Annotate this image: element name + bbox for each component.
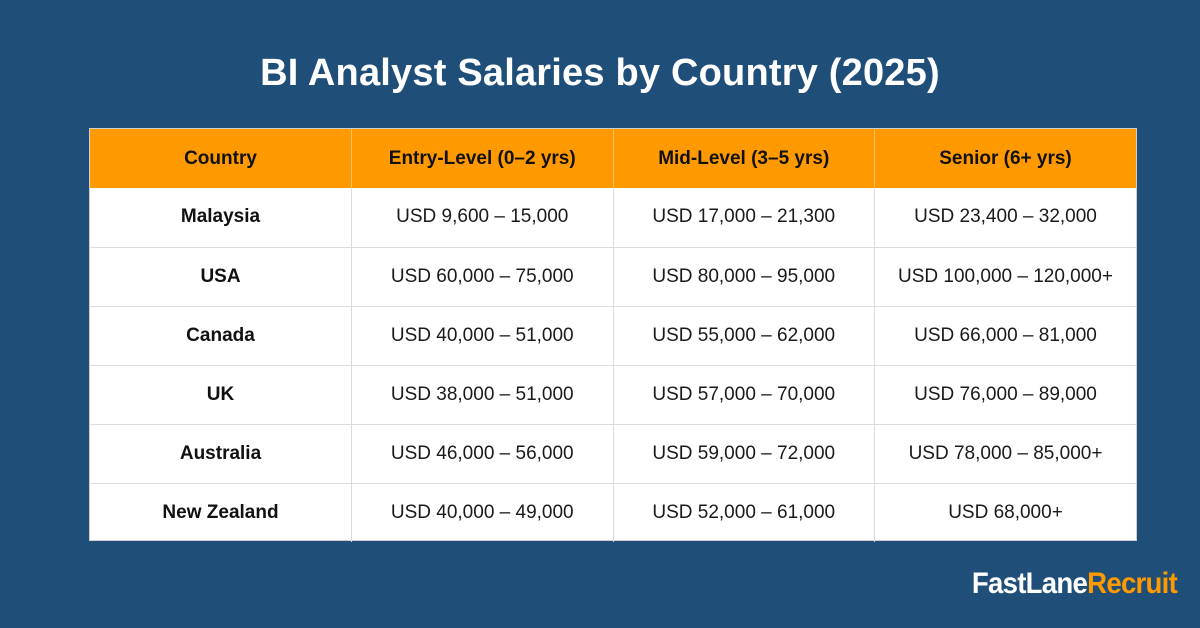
senior-salary-cell: USD 76,000 – 89,000: [874, 365, 1136, 425]
mid-salary-cell: USD 52,000 – 61,000: [613, 483, 875, 542]
table-row: New Zealand USD 40,000 – 49,000 USD 52,0…: [90, 483, 1136, 542]
entry-salary-cell: USD 46,000 – 56,000: [351, 424, 614, 484]
senior-salary-cell: USD 100,000 – 120,000+: [874, 247, 1136, 307]
senior-salary-cell: USD 78,000 – 85,000+: [874, 424, 1136, 484]
table-row: UK USD 38,000 – 51,000 USD 57,000 – 70,0…: [90, 365, 1136, 425]
page-title: BI Analyst Salaries by Country (2025): [260, 52, 940, 94]
mid-salary-cell: USD 57,000 – 70,000: [613, 365, 875, 425]
country-cell: Canada: [90, 306, 352, 366]
table-header-row: Country Entry-Level (0–2 yrs) Mid-Level …: [90, 129, 1136, 188]
country-cell: USA: [90, 247, 352, 307]
country-cell: UK: [90, 365, 352, 425]
mid-salary-cell: USD 59,000 – 72,000: [613, 424, 875, 484]
header-senior: Senior (6+ yrs): [874, 129, 1136, 188]
header-country: Country: [90, 129, 352, 188]
salary-table: Country Entry-Level (0–2 yrs) Mid-Level …: [89, 128, 1137, 542]
entry-salary-cell: USD 9,600 – 15,000: [351, 188, 614, 248]
entry-salary-cell: USD 60,000 – 75,000: [351, 247, 614, 307]
senior-salary-cell: USD 66,000 – 81,000: [874, 306, 1136, 366]
table-row: Australia USD 46,000 – 56,000 USD 59,000…: [90, 424, 1136, 484]
senior-salary-cell: USD 68,000+: [948, 501, 1063, 523]
brand-logo: FastLaneRecruit: [971, 564, 1178, 604]
mid-salary-cell: USD 55,000 – 62,000: [613, 306, 875, 366]
mid-salary-cell: USD 17,000 – 21,300: [613, 188, 875, 248]
brand-logo-part2: Recruit: [1087, 567, 1178, 600]
brand-logo-part1: FastLane: [971, 567, 1088, 600]
country-cell: New Zealand: [90, 483, 352, 542]
entry-salary-cell: USD 38,000 – 51,000: [351, 365, 614, 425]
table-row: Canada USD 40,000 – 51,000 USD 55,000 – …: [90, 306, 1136, 366]
header-entry-level: Entry-Level (0–2 yrs): [351, 129, 614, 188]
mid-salary-cell: USD 80,000 – 95,000: [613, 247, 875, 307]
table-row: USA USD 60,000 – 75,000 USD 80,000 – 95,…: [90, 247, 1136, 307]
table-row: Malaysia USD 9,600 – 15,000 USD 17,000 –…: [90, 188, 1136, 248]
senior-salary-cell: USD 23,400 – 32,000: [874, 188, 1136, 248]
country-cell: Australia: [90, 424, 352, 484]
entry-salary-cell: USD 40,000 – 51,000: [351, 306, 614, 366]
entry-salary-cell: USD 40,000 – 49,000: [351, 483, 614, 542]
header-mid-level: Mid-Level (3–5 yrs): [613, 129, 875, 188]
country-cell: Malaysia: [90, 188, 352, 248]
